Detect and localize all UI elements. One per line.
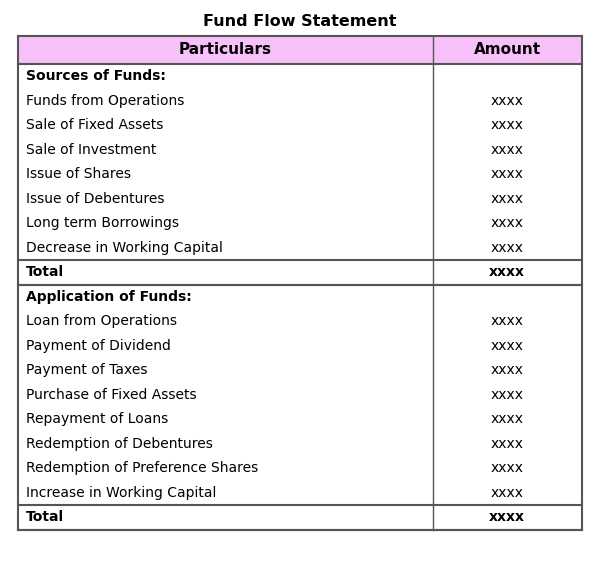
- Text: xxxx: xxxx: [491, 486, 524, 500]
- Text: Sources of Funds:: Sources of Funds:: [26, 69, 166, 84]
- Text: xxxx: xxxx: [489, 265, 525, 279]
- Text: Increase in Working Capital: Increase in Working Capital: [26, 486, 217, 500]
- Bar: [18, 235, 582, 260]
- Bar: [18, 162, 582, 186]
- Text: Total: Total: [26, 265, 64, 279]
- Bar: [18, 211, 582, 235]
- Text: Payment of Dividend: Payment of Dividend: [26, 339, 171, 353]
- Text: xxxx: xxxx: [491, 363, 524, 377]
- Text: Sale of Fixed Assets: Sale of Fixed Assets: [26, 118, 163, 132]
- Text: Fund Flow Statement: Fund Flow Statement: [203, 15, 397, 30]
- Text: Long term Borrowings: Long term Borrowings: [26, 216, 179, 230]
- Text: xxxx: xxxx: [491, 461, 524, 475]
- Text: xxxx: xxxx: [491, 192, 524, 206]
- Text: Particulars: Particulars: [179, 43, 272, 57]
- Text: xxxx: xxxx: [489, 510, 525, 524]
- Bar: [18, 36, 433, 64]
- Bar: [18, 333, 582, 358]
- Text: xxxx: xxxx: [491, 142, 524, 157]
- Text: Payment of Taxes: Payment of Taxes: [26, 363, 148, 377]
- Bar: [18, 407, 582, 432]
- Text: Loan from Operations: Loan from Operations: [26, 314, 177, 328]
- Text: xxxx: xxxx: [491, 94, 524, 108]
- Text: xxxx: xxxx: [491, 412, 524, 426]
- Bar: [433, 36, 582, 64]
- Bar: [18, 481, 582, 505]
- Bar: [18, 186, 582, 211]
- Text: Funds from Operations: Funds from Operations: [26, 94, 184, 108]
- Bar: [18, 137, 582, 162]
- Text: xxxx: xxxx: [491, 216, 524, 230]
- Bar: [18, 260, 582, 284]
- Text: Decrease in Working Capital: Decrease in Working Capital: [26, 241, 223, 255]
- Text: xxxx: xxxx: [491, 314, 524, 328]
- Bar: [18, 432, 582, 456]
- Bar: [18, 284, 582, 309]
- Text: Total: Total: [26, 510, 64, 524]
- Text: xxxx: xxxx: [491, 339, 524, 353]
- Bar: [18, 456, 582, 481]
- Bar: [18, 505, 582, 530]
- Text: Issue of Debentures: Issue of Debentures: [26, 192, 164, 206]
- Bar: [18, 358, 582, 383]
- Text: xxxx: xxxx: [491, 388, 524, 402]
- Bar: [18, 113, 582, 137]
- Bar: [18, 64, 582, 89]
- Bar: [18, 309, 582, 333]
- Text: Redemption of Preference Shares: Redemption of Preference Shares: [26, 461, 258, 475]
- Text: xxxx: xxxx: [491, 437, 524, 451]
- Text: xxxx: xxxx: [491, 241, 524, 255]
- Bar: [18, 89, 582, 113]
- Text: xxxx: xxxx: [491, 167, 524, 181]
- Text: Repayment of Loans: Repayment of Loans: [26, 412, 168, 426]
- Text: Application of Funds:: Application of Funds:: [26, 290, 192, 304]
- Text: Redemption of Debentures: Redemption of Debentures: [26, 437, 213, 451]
- Text: Purchase of Fixed Assets: Purchase of Fixed Assets: [26, 388, 197, 402]
- Bar: [18, 383, 582, 407]
- Text: xxxx: xxxx: [491, 118, 524, 132]
- Text: Sale of Investment: Sale of Investment: [26, 142, 157, 157]
- Text: Amount: Amount: [474, 43, 541, 57]
- Text: Issue of Shares: Issue of Shares: [26, 167, 131, 181]
